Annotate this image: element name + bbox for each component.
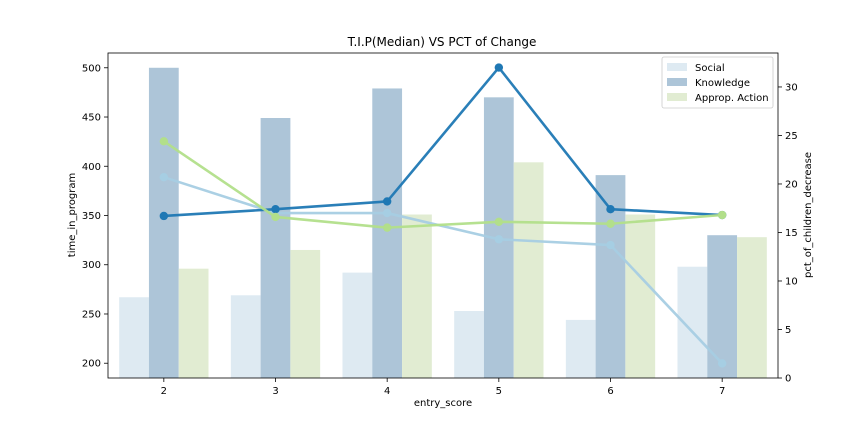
y2-axis-ticks: 0 5 10 15 20 25 30 bbox=[778, 82, 798, 385]
legend-swatch-marker bbox=[673, 78, 681, 86]
line-point-1-6 bbox=[606, 240, 615, 250]
line-point-3-7 bbox=[717, 210, 727, 220]
x-tick-label: 6 bbox=[607, 386, 613, 397]
y2-tick-label: 15 bbox=[785, 228, 798, 239]
y-tick-label: 350 bbox=[82, 211, 101, 222]
bar-approp-action-5 bbox=[513, 162, 544, 378]
bars-layer bbox=[119, 67, 767, 379]
y-axis-title: time_in_program bbox=[67, 173, 78, 257]
line-series-2 bbox=[163, 66, 723, 218]
line-point-2-3 bbox=[271, 204, 280, 214]
legend: Social Knowledge Approp. Action bbox=[661, 56, 774, 109]
y-axis-ticks: 200 250 300 350 400 450 500 bbox=[82, 63, 108, 370]
line-point-1-5 bbox=[494, 235, 504, 244]
bar-social-2 bbox=[119, 297, 149, 378]
line-point-3-2 bbox=[159, 137, 169, 146]
bar-approp-action-6 bbox=[625, 214, 656, 378]
y2-axis-title: pct_of_children_decrease bbox=[803, 152, 814, 278]
bar-approp-action-2 bbox=[178, 268, 209, 378]
line-point-1-4 bbox=[382, 208, 392, 218]
bar-knowledge-3 bbox=[260, 118, 291, 378]
line-point-2-6 bbox=[606, 204, 615, 214]
y2-tick-label: 25 bbox=[785, 131, 798, 142]
x-axis-title: entry_score bbox=[414, 398, 472, 409]
bar-social-6 bbox=[565, 319, 596, 378]
y2-tick-label: 20 bbox=[785, 179, 798, 190]
line-point-1-7 bbox=[717, 359, 727, 368]
y-tick-label: 400 bbox=[82, 162, 101, 173]
line-point-2-4 bbox=[382, 197, 392, 206]
bar-approp-action-7 bbox=[737, 237, 767, 378]
legend-label: Social bbox=[695, 63, 725, 74]
bar-approp-action-4 bbox=[402, 214, 432, 378]
bar-social-5 bbox=[454, 311, 484, 378]
line-point-1-2 bbox=[159, 172, 169, 182]
x-tick-label: 7 bbox=[719, 386, 725, 397]
line-point-3-5 bbox=[494, 217, 504, 227]
x-tick-label: 4 bbox=[384, 386, 390, 397]
bar-knowledge-4 bbox=[372, 88, 403, 379]
chart-title: T.I.P(Median) VS PCT of Change bbox=[347, 35, 537, 49]
bar-social-4 bbox=[342, 272, 373, 378]
x-tick-label: 5 bbox=[496, 386, 502, 397]
y-tick-label: 500 bbox=[82, 63, 101, 74]
y2-tick-label: 5 bbox=[785, 325, 791, 336]
line-series-1 bbox=[163, 175, 724, 365]
legend-box bbox=[661, 56, 774, 109]
y2-tick-label: 0 bbox=[785, 374, 791, 385]
line-point-2-5 bbox=[494, 63, 504, 72]
legend-label: Knowledge bbox=[695, 78, 750, 89]
y2-tick-label: 30 bbox=[785, 82, 798, 93]
bar-approp-action-3 bbox=[290, 249, 321, 378]
lines-layer bbox=[159, 63, 727, 368]
y-tick-label: 200 bbox=[82, 359, 101, 370]
bar-social-3 bbox=[230, 295, 261, 378]
legend-label: Approp. Action bbox=[695, 93, 769, 104]
legend-swatch-marker bbox=[673, 63, 681, 71]
x-tick-label: 2 bbox=[161, 386, 167, 397]
y-tick-label: 300 bbox=[82, 260, 101, 271]
line-point-2-2 bbox=[159, 211, 169, 221]
line-point-3-6 bbox=[606, 219, 615, 228]
bar-knowledge-7 bbox=[707, 235, 738, 378]
line-point-3-3 bbox=[271, 212, 280, 222]
x-axis-ticks: 2 3 4 5 6 7 bbox=[161, 378, 725, 397]
bar-knowledge-2 bbox=[148, 67, 179, 378]
y-tick-label: 450 bbox=[82, 113, 101, 124]
legend-swatch-marker bbox=[673, 93, 681, 101]
x-tick-label: 3 bbox=[272, 386, 278, 397]
y-tick-label: 250 bbox=[82, 309, 101, 320]
line-series-3 bbox=[163, 140, 723, 229]
line-point-3-4 bbox=[382, 223, 392, 232]
y2-tick-label: 10 bbox=[785, 276, 798, 287]
